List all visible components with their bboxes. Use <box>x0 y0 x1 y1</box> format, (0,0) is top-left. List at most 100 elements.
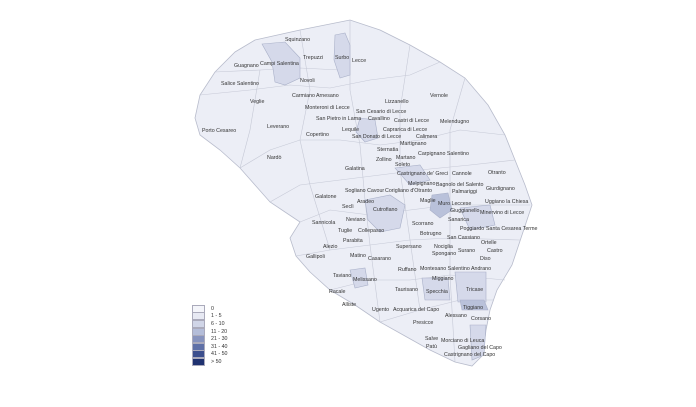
legend-swatch <box>192 342 205 351</box>
municipality-label: Miggiano <box>432 276 454 282</box>
legend-label: 11 - 20 <box>211 328 228 335</box>
municipality-label: Ugento <box>372 307 390 313</box>
municipality-label: Alliste <box>342 302 357 308</box>
municipality-label: Matino <box>350 253 366 259</box>
municipality-label: Melpignano <box>408 181 436 187</box>
municipality-label: Taviano <box>333 273 352 279</box>
legend-item: 6 - 10 <box>192 319 228 328</box>
municipality-label: Tuglie <box>338 228 353 234</box>
municipality-label: Tiggiano <box>463 305 484 311</box>
municipality-label: Castrignano de' Greci <box>397 171 449 177</box>
legend-swatch <box>192 304 205 313</box>
legend-swatch <box>192 312 205 321</box>
area-san-donato <box>355 117 379 143</box>
area-castrignano-greci <box>394 164 431 186</box>
municipality-label: Sannicola <box>312 220 336 226</box>
municipality-label: Cutrofiano <box>373 207 398 213</box>
municipality-label: Santa Cesarea Terme <box>486 226 538 232</box>
municipality-label: Castrignano del Capo <box>444 352 496 358</box>
municipality-label: Gagliano del Capo <box>458 345 502 351</box>
municipality-label: Veglie <box>250 99 265 105</box>
municipality-label: Presicce <box>413 320 434 326</box>
municipality-label: Minervino di Lecce <box>480 210 525 216</box>
legend-label: > 50 <box>211 358 222 365</box>
municipality-label: Lequile <box>342 127 360 133</box>
area-tricase <box>454 271 487 303</box>
municipality-label: Casarano <box>368 256 391 262</box>
municipality-label: Castri di Lecce <box>394 118 430 124</box>
municipality-label: Ruffano <box>398 267 417 273</box>
area-minervino <box>459 204 496 231</box>
municipality-label: Maglie <box>420 198 436 204</box>
area-melissano <box>349 267 369 289</box>
legend-label: 21 - 30 <box>211 336 228 343</box>
municipality-label: Lizzanello <box>385 99 409 105</box>
municipality-label: Giuggianello <box>450 208 480 214</box>
legend-label: 1 - 5 <box>211 313 222 320</box>
municipality-label: Lecce <box>352 58 367 64</box>
municipality-label: Martignano <box>400 141 427 147</box>
municipality-label: Soleto <box>395 162 411 168</box>
municipality-label: Salve <box>425 336 439 342</box>
municipality-label: Corigliano d'Otranto <box>385 188 432 194</box>
municipality-label: Gallipoli <box>306 254 325 260</box>
municipality-label: San Donato di Lecce <box>352 134 402 140</box>
municipality-label: Carmiano <box>292 93 315 99</box>
municipality-label: Galatina <box>345 166 365 172</box>
municipality-label: Porto Cesareo <box>202 128 237 134</box>
municipality-label: Bagnolo del Salento <box>436 182 484 188</box>
area-specchia <box>421 277 451 301</box>
municipality-label: Seclì <box>342 204 354 210</box>
municipality-label: Trepuzzi <box>303 55 324 61</box>
area-campi-salentina <box>261 41 301 86</box>
municipality-label: Specchia <box>426 289 448 295</box>
municipality-label: Surbo <box>335 55 350 61</box>
municipality-label: Alezio <box>323 244 338 250</box>
municipality-label: Uggiano la Chiesa <box>485 199 529 205</box>
legend-swatch <box>192 357 205 366</box>
legend-label: 41 - 50 <box>211 351 228 358</box>
municipality-label: Ortelle <box>481 240 497 246</box>
municipality-label: Taurisano <box>395 287 418 293</box>
municipality-label: Cavallino <box>368 116 390 122</box>
municipality-label: Diso <box>480 256 491 262</box>
municipality-label: Martano <box>396 155 416 161</box>
municipality-label: Vernole <box>430 93 448 99</box>
municipality-label: Guagnano <box>234 63 259 69</box>
municipality-label: Aradeo <box>357 199 375 205</box>
municipality-label: Salice Salentino <box>221 81 259 87</box>
legend-item: 21 - 30 <box>192 335 228 344</box>
municipality-label: Squinzano <box>285 37 311 43</box>
municipality-label: Giurdignano <box>486 186 515 192</box>
municipality-label: San Cesario di Lecce <box>356 109 407 115</box>
municipality-label: Botrugno <box>420 231 442 237</box>
municipality-label: Caprarica di Lecce <box>383 127 428 133</box>
municipality-label: Surano <box>458 248 476 254</box>
legend-item: 0 <box>192 304 228 313</box>
legend-label: 0 <box>211 305 214 312</box>
area-cutrofiano <box>364 194 406 233</box>
municipality-label: Melendugno <box>440 119 470 125</box>
legend-swatch <box>192 350 205 359</box>
area-muro-leccese <box>429 192 453 219</box>
municipality-label: Sanarica <box>448 217 469 223</box>
area-gagliano <box>469 324 487 361</box>
area-surbo <box>333 32 351 79</box>
municipality-label: Galatone <box>315 194 337 200</box>
municipality-label: Melissano <box>353 277 377 283</box>
legend-item: 41 - 50 <box>192 350 228 359</box>
municipality-label: Corsano <box>471 316 492 322</box>
municipality-label: Arnesano <box>316 93 339 99</box>
legend-swatch <box>192 335 205 344</box>
municipality-label: Monteroni di Lecce <box>305 105 350 111</box>
municipality-label: Supersano <box>396 244 422 250</box>
municipality-label: Sternatia <box>377 147 399 153</box>
municipality-label: Montesano Salentino <box>420 266 470 272</box>
shaded-municipalities <box>261 32 496 361</box>
municipality-label: Collepasso <box>358 228 385 234</box>
municipality-label: Parabita <box>343 238 363 244</box>
legend-swatch <box>192 327 205 336</box>
municipality-label: Copertino <box>306 132 329 138</box>
